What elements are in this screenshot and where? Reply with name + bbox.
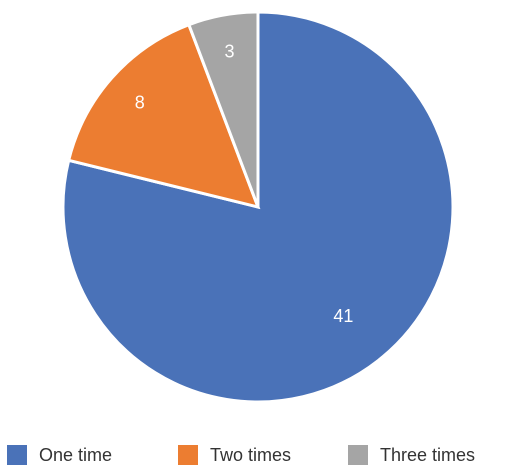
legend-item-two-times: Two times [178,443,291,467]
legend: One time Two times Three times [0,443,528,467]
pie-chart: 41 8 3 [61,10,455,404]
data-label-three-times: 3 [225,42,235,62]
data-label-two-times: 8 [135,92,145,112]
legend-item-three-times: Three times [348,443,475,467]
data-label-one-time: 41 [333,306,353,326]
pie-slice-two-times [66,22,261,210]
legend-swatch-three-times [348,445,368,465]
pie-slice-three-times [186,10,260,208]
legend-label-one-time: One time [39,445,113,465]
legend-swatch-two-times [178,445,198,465]
legend-swatch-one-time [7,445,27,465]
pie-slice-one-time [61,10,455,404]
legend-item-one-time: One time [7,443,112,467]
legend-label-three-times: Three times [380,445,476,465]
legend-label-two-times: Two times [210,445,292,465]
